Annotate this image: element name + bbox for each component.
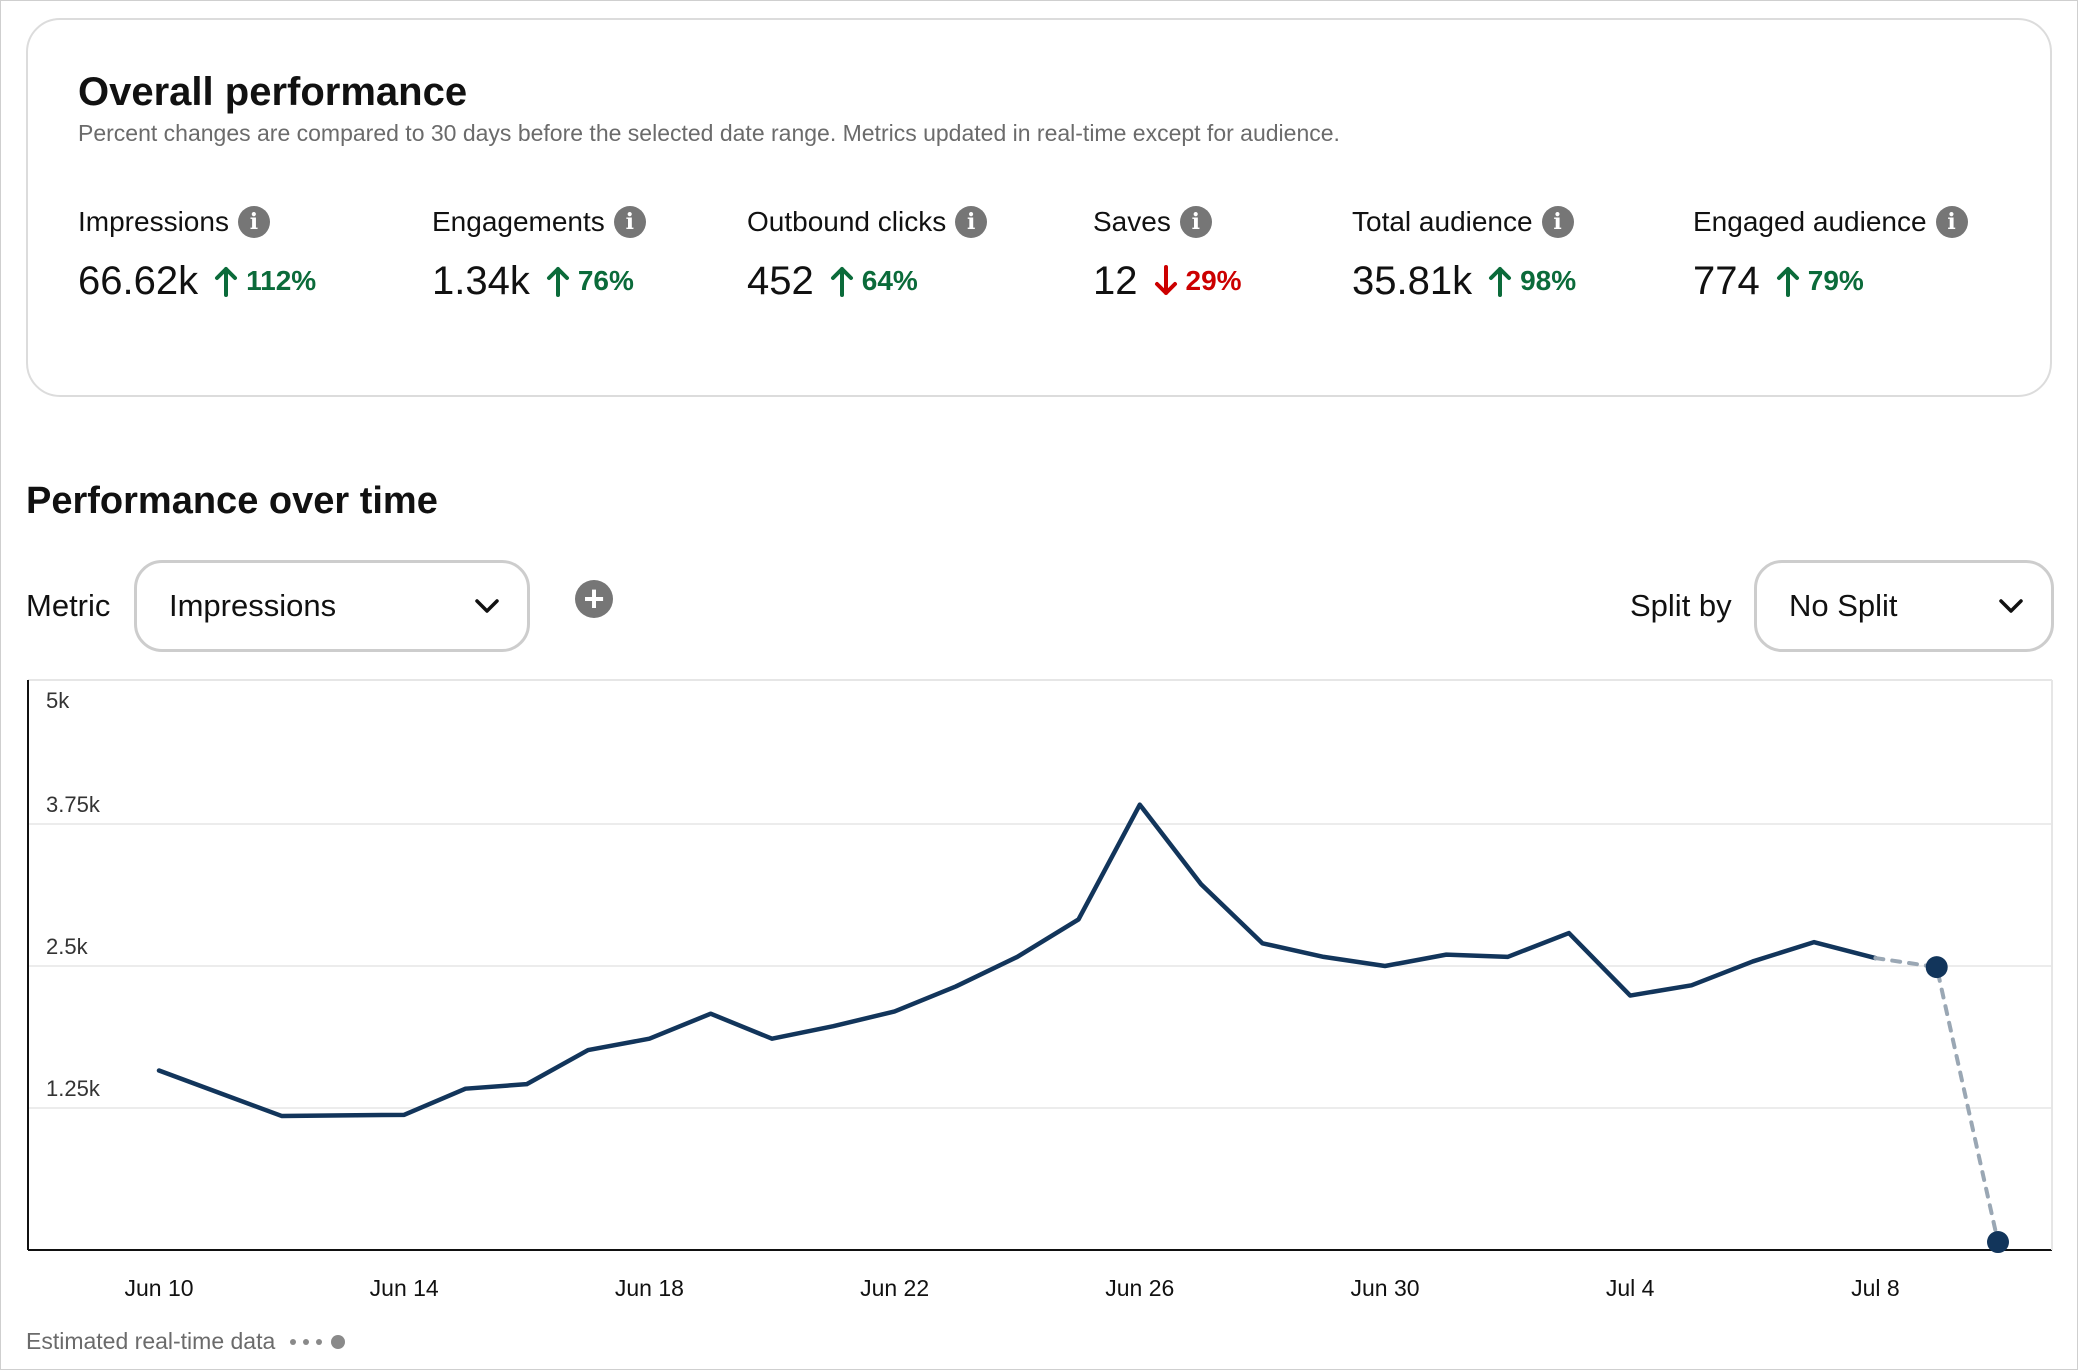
series-line-impressions [156,802,1878,1119]
metric-value: 35.81k [1352,258,1473,303]
x-tick-label: Jun 30 [1350,1275,1419,1301]
impressions-line-chart: 1.25k 2.5k 3.75k 5k Jun 10 Jun 14 Jun 18 Jun 22… [27,679,2053,1301]
y-tick-label: 3.75k [46,792,101,817]
metric-label: Engaged audience [1693,206,1927,237]
metric-change: 76% [577,265,634,296]
x-tick-label: Jun 18 [615,1275,684,1301]
estimated-data-point [1987,1231,2009,1254]
chevron-down-icon [475,599,499,613]
metric-label: Outbound clicks [747,206,947,237]
x-tick-label: Jun 26 [1105,1275,1174,1301]
metric-impressions[interactable]: Impressions i 66.62k 112% [78,202,316,306]
info-icon[interactable]: i [955,206,988,238]
chevron-down-icon [1999,599,2023,613]
metric-saves[interactable]: Saves i 12 29% [1093,202,1242,306]
info-icon[interactable]: i [613,206,646,238]
y-tick-label: 2.5k [46,934,89,959]
chart-legend: Estimated real-time data [26,1328,353,1355]
metric-label: Impressions [78,206,229,237]
x-tick-label: Jul 4 [1606,1275,1655,1301]
metric-change: 98% [1520,265,1577,296]
metric-label: Total audience [1352,206,1533,237]
metric-value: 452 [747,258,814,303]
split-by-label: Split by [1630,588,1732,623]
metric-change: 112% [246,265,317,296]
overall-performance-subtitle: Percent changes are compared to 30 days … [78,120,1340,146]
x-tick-label: Jul 8 [1851,1275,1900,1301]
metric-dropdown[interactable]: Impressions [134,560,530,652]
metric-dropdown-value: Impressions [169,588,337,623]
estimated-legend-label: Estimated real-time data [26,1328,276,1354]
info-icon[interactable]: i [1935,206,1968,238]
arrow-up-icon [215,267,238,297]
info-icon[interactable]: i [237,206,270,238]
x-tick-label: Jun 14 [370,1275,439,1301]
dotted-line-icon [290,1334,346,1349]
info-icon[interactable]: i [1541,206,1574,238]
overall-performance-title: Overall performance [78,70,468,114]
overall-performance-card: Overall performance Percent changes are … [26,18,2052,397]
metric-engagements[interactable]: Engagements i 1.34k 76% [432,202,646,306]
arrow-up-icon [830,267,853,297]
y-tick-label: 1.25k [46,1076,101,1101]
metric-change: 79% [1807,265,1864,296]
metric-value: 1.34k [432,258,530,303]
metric-label: Engagements [432,206,605,237]
split-by-dropdown[interactable]: No Split [1754,560,2054,652]
add-metric-button[interactable]: + [575,580,613,618]
estimated-data-point [1925,956,1948,979]
metric-value: 66.62k [78,258,199,303]
metric-engaged-audience[interactable]: Engaged audience i 774 79% [1693,202,1968,306]
metric-total-audience[interactable]: Total audience i 35.81k 98% [1352,202,1576,306]
x-tick-label: Jun 22 [860,1275,929,1301]
metric-outbound-clicks[interactable]: Outbound clicks i 452 64% [747,202,988,306]
arrow-up-icon [1776,267,1799,297]
y-tick-label: 5k [46,688,70,713]
estimated-data-line [1873,956,2000,1245]
split-by-dropdown-value: No Split [1789,588,1898,623]
arrow-down-icon [1154,265,1177,295]
metric-value: 774 [1693,258,1760,303]
arrow-up-icon [1489,267,1512,297]
performance-over-time-title: Performance over time [26,480,438,522]
metric-change: 64% [861,265,918,296]
arrow-up-icon [546,267,569,297]
metric-select-label: Metric [26,588,111,623]
metric-label: Saves [1093,206,1171,237]
info-icon[interactable]: i [1179,206,1212,238]
metric-value: 12 [1093,258,1138,303]
x-tick-label: Jun 10 [124,1275,193,1301]
metric-change: 29% [1185,265,1242,296]
